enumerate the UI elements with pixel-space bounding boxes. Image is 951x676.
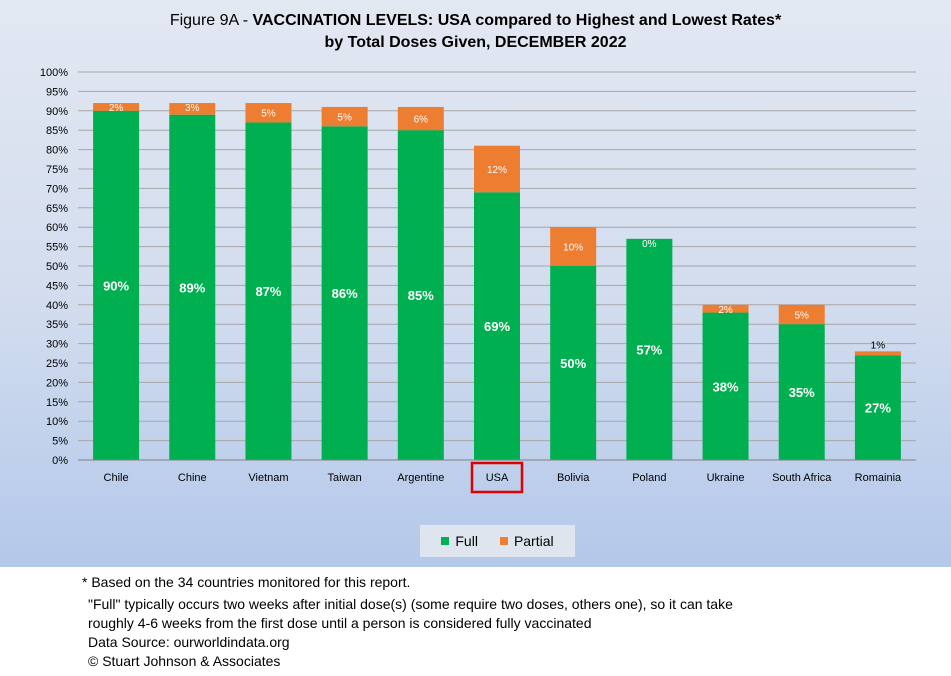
data-label-partial: 5% <box>261 109 276 120</box>
legend-item-partial: Partial <box>499 533 554 549</box>
data-label-partial: 3% <box>185 103 200 114</box>
footnote-data-source: Data Source: ourworldindata.org <box>88 634 290 650</box>
legend: Full Partial <box>420 525 575 557</box>
x-tick-label: USA <box>486 472 509 484</box>
data-label-partial: 6% <box>414 115 429 126</box>
y-tick-label: 40% <box>46 300 68 312</box>
y-tick-label: 25% <box>46 358 68 370</box>
bar-full <box>854 355 901 460</box>
y-tick-label: 5% <box>52 436 68 448</box>
data-label-full: 50% <box>560 356 586 371</box>
y-tick-label: 60% <box>46 222 68 234</box>
y-tick-label: 95% <box>46 86 68 98</box>
data-label-full: 90% <box>103 278 129 293</box>
x-tick-label: South Africa <box>772 472 832 484</box>
bar-full <box>321 126 368 460</box>
bar-partial <box>854 351 901 356</box>
y-tick-label: 10% <box>46 416 68 428</box>
x-tick-label: Chile <box>104 472 129 484</box>
data-label-partial: 2% <box>109 103 124 114</box>
x-tick-label: Taiwan <box>328 472 362 484</box>
data-label-full: 87% <box>255 284 281 299</box>
legend-swatch-full <box>441 537 450 545</box>
bar-full <box>550 266 597 460</box>
bar-partial <box>778 304 825 325</box>
y-tick-label: 50% <box>46 261 68 273</box>
chart-panel: Figure 9A - VACCINATION LEVELS: USA comp… <box>0 0 951 567</box>
y-tick-label: 65% <box>46 203 68 215</box>
legend-label-partial: Partial <box>513 533 554 549</box>
bar-partial <box>702 304 749 313</box>
bar-full <box>474 192 520 460</box>
highlight-box <box>470 461 524 494</box>
footnote-1: * Based on the 34 countries monitored fo… <box>82 574 411 590</box>
y-tick-label: 45% <box>46 280 68 292</box>
y-tick-label: 85% <box>46 125 68 137</box>
bar-full <box>245 122 292 460</box>
data-label-partial: 12% <box>487 165 507 176</box>
footnote-3: roughly 4-6 weeks from the first dose un… <box>88 615 592 631</box>
data-label-full: 85% <box>408 288 434 303</box>
data-label-partial: 0% <box>642 239 657 250</box>
bar-partial <box>321 106 368 127</box>
y-tick-label: 70% <box>46 183 68 195</box>
chart-subtitle: by Total Doses Given, DECEMBER 2022 <box>324 34 627 51</box>
data-label-full: 57% <box>636 342 662 357</box>
legend-item-full: Full <box>441 533 478 549</box>
data-label-full: 27% <box>865 401 891 416</box>
bar-full <box>626 238 673 460</box>
chart-title-prefix: Figure 9A - <box>169 12 253 29</box>
bar-chart: 0% 5% 10% 15% 20% 25% 30% 35% 40% 45% 50% 55% 60% 65%… <box>40 67 916 494</box>
chart-title: Figure 9A - VACCINATION LEVELS: USA comp… <box>0 10 951 54</box>
footnote-copyright: © Stuart Johnson & Associates <box>88 653 281 669</box>
bar-partial <box>550 227 597 266</box>
bar-full <box>93 110 140 461</box>
bar-partial <box>169 103 216 115</box>
bar-partial <box>93 103 140 111</box>
footnote-2: "Full" typically occurs two weeks after … <box>88 596 733 612</box>
bar-full <box>169 114 216 461</box>
bar-full <box>778 324 825 460</box>
y-tick-label: 75% <box>46 164 68 176</box>
y-tick-label: 20% <box>46 377 68 389</box>
bar-partial <box>474 145 520 193</box>
y-tick-label: 100% <box>40 67 68 79</box>
y-tick-label: 0% <box>52 455 68 467</box>
data-label-partial: 2% <box>718 305 733 316</box>
x-tick-label: Ukraine <box>707 472 745 484</box>
data-label-partial: 5% <box>337 113 352 124</box>
y-tick-label: 15% <box>46 397 68 409</box>
x-tick-label: Bolivia <box>557 472 590 484</box>
data-label-full: 35% <box>789 385 815 400</box>
bar-partial <box>397 106 444 131</box>
y-tick-label: 55% <box>46 242 68 254</box>
data-label-partial: 5% <box>795 311 810 322</box>
x-tick-label: Chine <box>178 472 207 484</box>
data-label-full: 86% <box>332 286 358 301</box>
y-tick-label: 80% <box>46 145 68 157</box>
bar-full <box>397 130 444 460</box>
legend-label-full: Full <box>455 533 478 549</box>
y-tick-label: 30% <box>46 339 68 351</box>
x-tick-label: Argentine <box>397 472 444 484</box>
legend-swatch-partial <box>499 537 508 545</box>
data-label-full: 89% <box>179 280 205 295</box>
data-label-full: 69% <box>484 319 510 334</box>
x-tick-label: Romainia <box>855 472 902 484</box>
bar-full <box>702 312 749 460</box>
data-label-partial: 10% <box>563 243 583 254</box>
y-tick-label: 35% <box>46 319 68 331</box>
x-tick-label: Poland <box>632 472 666 484</box>
x-tick-label: Vietnam <box>248 472 288 484</box>
chart-title-bold: VACCINATION LEVELS: USA compared to High… <box>252 12 782 29</box>
bar-partial <box>245 103 292 123</box>
y-tick-label: 90% <box>46 106 68 118</box>
data-label-full: 38% <box>713 379 739 394</box>
data-label-partial: 1% <box>871 340 886 351</box>
